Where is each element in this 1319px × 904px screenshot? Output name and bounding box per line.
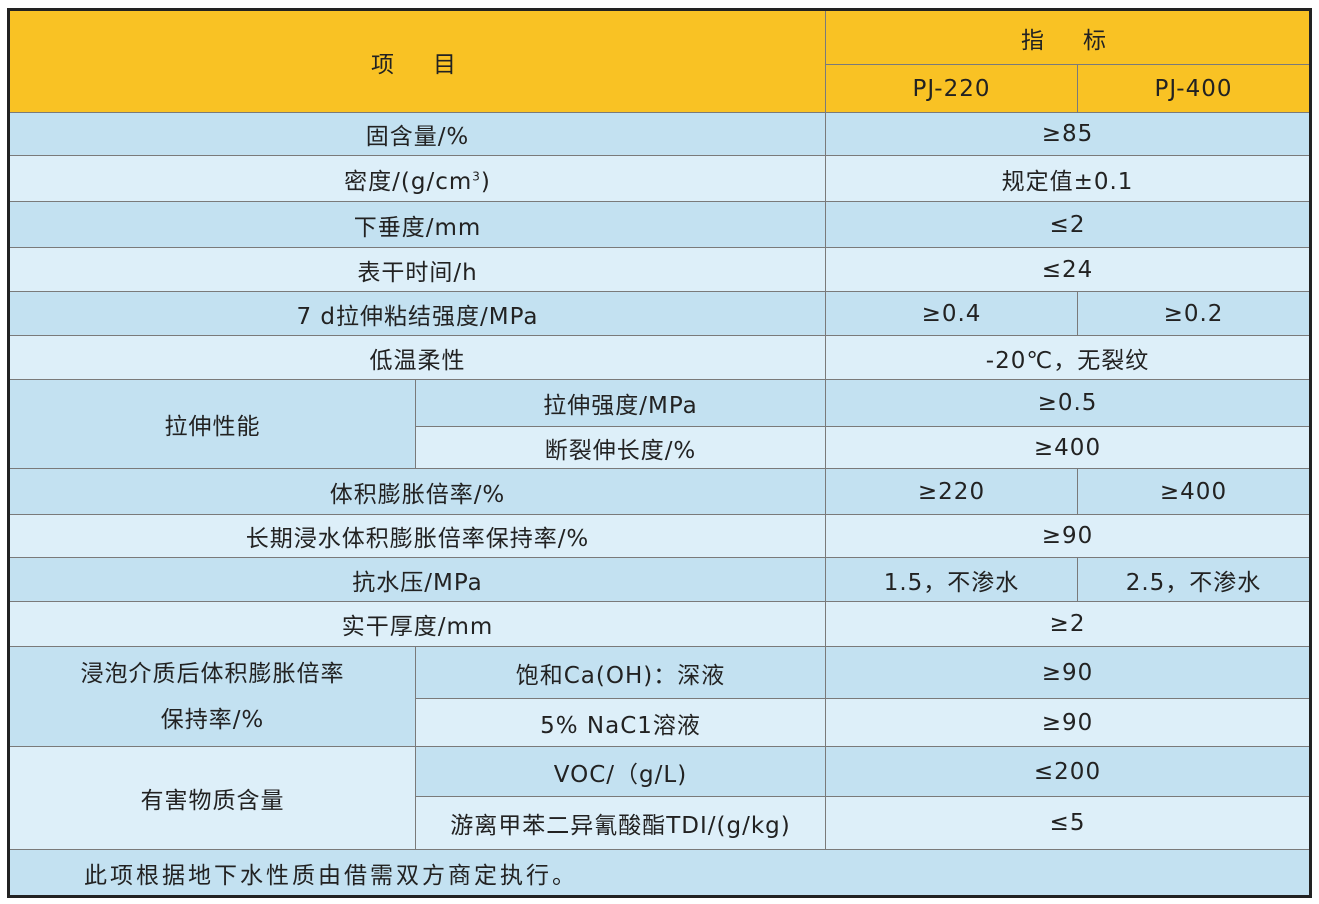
footnote: 此项根据地下水性质由借需双方商定执行。	[8, 849, 1311, 897]
row-item: 长期浸水体积膨胀倍率保持率/%	[8, 514, 826, 558]
group-label: 浸泡介质后体积膨胀倍率 保持率/%	[8, 646, 416, 747]
row-value: ≥400	[825, 426, 1311, 469]
row-value: ≤200	[825, 746, 1311, 797]
sub-item: 5% NaC1溶液	[415, 698, 826, 747]
header-model-pj400: PJ-400	[1077, 64, 1311, 113]
superscript: 3	[472, 168, 481, 183]
header-model-pj220: PJ-220	[825, 64, 1078, 113]
group-label-line2: 保持率/%	[160, 706, 265, 733]
row-value-pj220: 1.5，不渗水	[825, 557, 1078, 602]
row-item: 抗水压/MPa	[8, 557, 826, 602]
sub-item: 断裂伸长度/%	[415, 426, 826, 469]
row-item: 实干厚度/mm	[8, 601, 826, 647]
spec-table: 项 目 指 标 PJ-220 PJ-400 固含量/% ≥85 密度/(g/cm3…	[7, 8, 1312, 898]
item-text: 密度/(g/cm	[344, 168, 473, 195]
row-item: 表干时间/h	[8, 247, 826, 292]
row-item: 体积膨胀倍率/%	[8, 468, 826, 515]
row-item: 密度/(g/cm3)	[8, 155, 826, 202]
row-value: 规定值±0.1	[825, 155, 1311, 202]
item-text-suffix: )	[480, 168, 491, 195]
row-item: 固含量/%	[8, 112, 826, 156]
sub-item: VOC/（g/L)	[415, 746, 826, 797]
row-value: ≥2	[825, 601, 1311, 647]
header-indicator: 指 标	[825, 9, 1311, 65]
row-value: ≥85	[825, 112, 1311, 156]
row-value: -20℃，无裂纹	[825, 335, 1311, 380]
row-value: ≥90	[825, 514, 1311, 558]
row-value-pj400: ≥400	[1077, 468, 1311, 515]
row-item: 下垂度/mm	[8, 201, 826, 248]
row-value-pj220: ≥220	[825, 468, 1078, 515]
sub-item: 拉伸强度/MPa	[415, 379, 826, 427]
row-value-pj400: 2.5，不渗水	[1077, 557, 1311, 602]
row-value-pj220: ≥0.4	[825, 291, 1078, 336]
row-item: 7 d拉伸粘结强度/MPa	[8, 291, 826, 336]
row-value: ≥0.5	[825, 379, 1311, 427]
sub-item: 游离甲苯二异氰酸酯TDI/(g/kg)	[415, 796, 826, 850]
row-value: ≤24	[825, 247, 1311, 292]
row-value: ≤5	[825, 796, 1311, 850]
row-item: 低温柔性	[8, 335, 826, 380]
row-value: ≤2	[825, 201, 1311, 248]
group-label: 有害物质含量	[8, 746, 416, 850]
row-value: ≥90	[825, 698, 1311, 747]
sub-item: 饱和Ca(OH)：深液	[415, 646, 826, 699]
group-label: 拉伸性能	[8, 379, 416, 469]
header-item: 项 目	[8, 9, 826, 113]
row-value: ≥90	[825, 646, 1311, 699]
group-label-line1: 浸泡介质后体积膨胀倍率	[80, 660, 345, 687]
row-value-pj400: ≥0.2	[1077, 291, 1311, 336]
